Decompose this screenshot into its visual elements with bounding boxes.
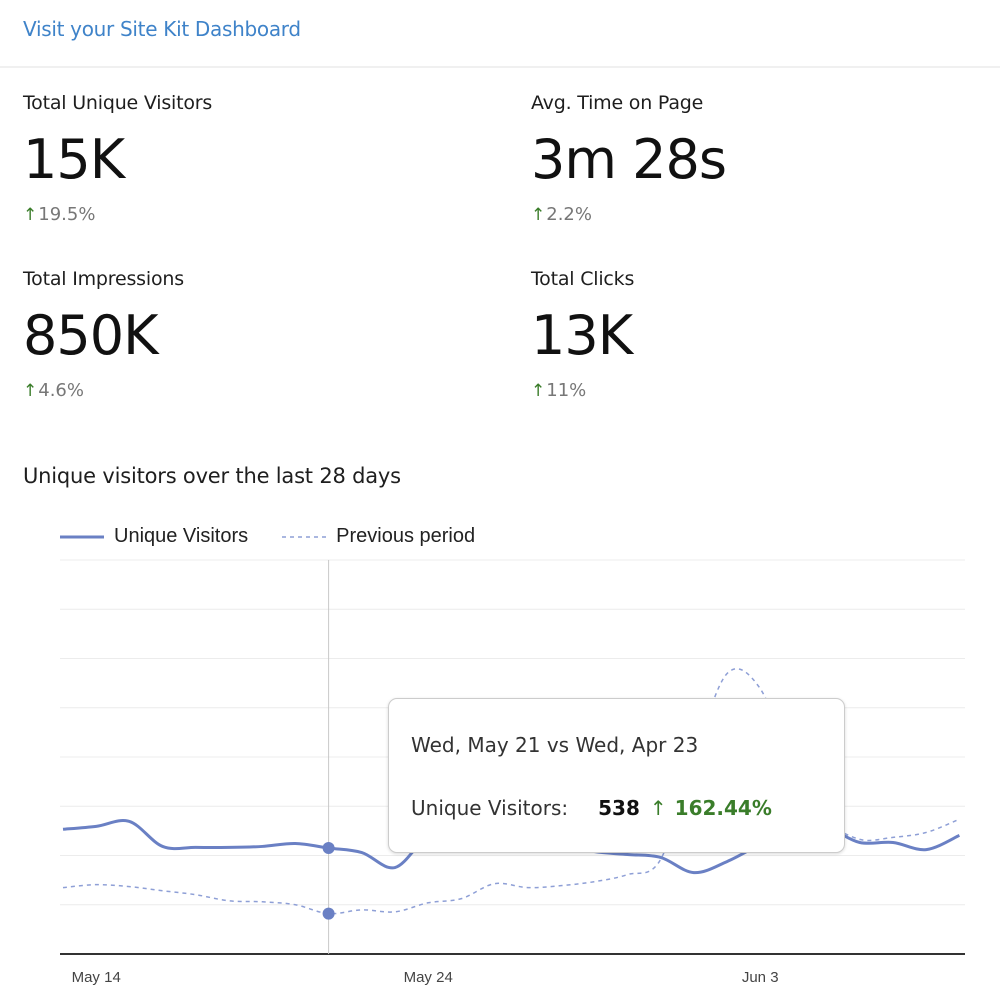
tooltip-series-label: Unique Visitors:: [411, 796, 569, 820]
data-point-previous-period: [322, 907, 335, 920]
arrow-up-icon: ↑: [531, 381, 546, 401]
metric-label: Total Impressions: [23, 268, 184, 290]
legend-label: Previous period: [336, 525, 476, 547]
metric-change-value: 11%: [546, 380, 587, 401]
metric-label: Total Clicks: [531, 268, 635, 290]
tooltip-change: 162.44%: [674, 796, 772, 820]
x-tick-label: Jun 3: [742, 969, 779, 986]
metric-value: 15K: [23, 128, 125, 191]
site-kit-dashboard-link[interactable]: Visit your Site Kit Dashboard: [23, 17, 301, 41]
metric-label: Total Unique Visitors: [23, 92, 213, 114]
chart-legend: Unique Visitors Previous period: [60, 525, 509, 548]
x-tick-label: May 24: [404, 969, 453, 986]
series-line-previous-period: [62, 668, 960, 915]
metric-label: Avg. Time on Page: [531, 92, 704, 114]
legend-item-unique-visitors[interactable]: Unique Visitors: [60, 525, 248, 548]
arrow-up-icon: ↑: [531, 205, 546, 225]
metric-change-value: 4.6%: [38, 380, 84, 401]
legend-solid-line-icon: [60, 535, 104, 538]
metric-change-value: 19.5%: [38, 204, 96, 225]
x-tick-label: May 14: [72, 969, 121, 986]
metric-total-unique-visitors: Total Unique Visitors 15K ↑19.5%: [23, 92, 463, 225]
legend-label: Unique Visitors: [114, 525, 249, 547]
chart-title: Unique visitors over the last 28 days: [23, 464, 401, 488]
tooltip-row: Unique Visitors: 538 ↑ 162.44%: [411, 796, 772, 820]
metric-change: ↑11%: [531, 380, 971, 401]
metric-value: 850K: [23, 304, 158, 367]
metric-value: 3m 28s: [531, 128, 727, 191]
data-point-unique-visitors: [322, 842, 335, 855]
arrow-up-icon: ↑: [649, 796, 667, 820]
metric-change: ↑2.2%: [531, 204, 971, 225]
tooltip-value: 538: [598, 796, 640, 820]
metric-total-impressions: Total Impressions 850K ↑4.6%: [23, 268, 463, 401]
metric-change: ↑4.6%: [23, 380, 463, 401]
metric-avg-time-on-page: Avg. Time on Page 3m 28s ↑2.2%: [531, 92, 971, 225]
metric-total-clicks: Total Clicks 13K ↑11%: [531, 268, 971, 401]
metric-change-value: 2.2%: [546, 204, 592, 225]
arrow-up-icon: ↑: [23, 381, 38, 401]
metric-change: ↑19.5%: [23, 204, 463, 225]
legend-item-previous-period[interactable]: Previous period: [282, 525, 475, 548]
header-divider: [0, 66, 1000, 68]
chart-tooltip: Wed, May 21 vs Wed, Apr 23 Unique Visito…: [388, 698, 845, 853]
metric-value: 13K: [531, 304, 633, 367]
arrow-up-icon: ↑: [23, 205, 38, 225]
tooltip-date: Wed, May 21 vs Wed, Apr 23: [411, 733, 699, 757]
